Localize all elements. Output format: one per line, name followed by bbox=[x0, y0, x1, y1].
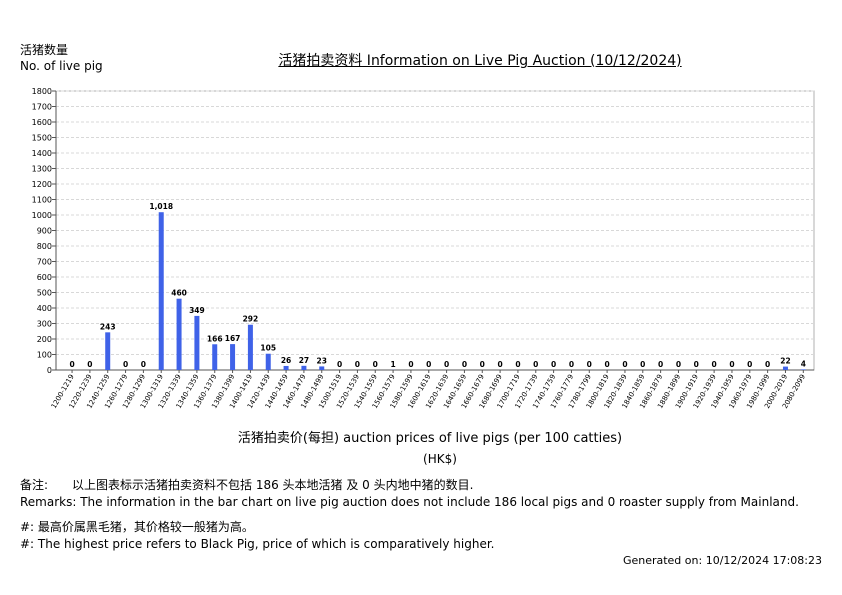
y-tick-label: 800 bbox=[37, 242, 52, 251]
bar-value-label: 0 bbox=[533, 360, 538, 369]
bar-chart: 0100200300400500600700800900100011001200… bbox=[32, 87, 815, 410]
bar bbox=[800, 369, 806, 370]
bar-value-label: 0 bbox=[765, 360, 770, 369]
y-tick-label: 1800 bbox=[32, 87, 52, 96]
y-tick-label: 300 bbox=[37, 320, 52, 329]
bar-value-label: 0 bbox=[676, 360, 681, 369]
bar-value-label: 292 bbox=[243, 315, 259, 324]
y-tick-label: 1600 bbox=[32, 118, 52, 127]
chart-title: 活猪拍卖资料 Information on Live Pig Auction (… bbox=[278, 53, 682, 69]
bar-value-label: 26 bbox=[281, 356, 291, 365]
bar-value-label: 0 bbox=[747, 360, 752, 369]
plot-area bbox=[55, 90, 815, 371]
bar-value-label: 0 bbox=[480, 360, 485, 369]
remark-en: Remarks: The information in the bar char… bbox=[20, 495, 799, 509]
bar bbox=[301, 365, 307, 370]
bar-value-label: 243 bbox=[100, 322, 116, 331]
highest-price-note-cn: #: 最高价属黑毛猪，其价格较一般猪为高。 bbox=[20, 520, 254, 534]
bar bbox=[283, 365, 289, 370]
y-axis-unit-label: 活猪数量 No. of live pig bbox=[20, 42, 103, 74]
bar bbox=[230, 344, 236, 370]
bar-value-label: 27 bbox=[299, 356, 309, 365]
y-tick-label: 100 bbox=[37, 351, 52, 360]
y-tick-label: 1100 bbox=[32, 196, 52, 205]
bar bbox=[105, 332, 111, 370]
bar bbox=[212, 344, 218, 370]
bar bbox=[176, 298, 182, 370]
y-tick-label: 1400 bbox=[32, 149, 52, 158]
bar-value-label: 0 bbox=[87, 360, 92, 369]
bar-value-label: 0 bbox=[729, 360, 734, 369]
bar-value-label: 0 bbox=[712, 360, 717, 369]
bar-value-label: 0 bbox=[444, 360, 449, 369]
y-tick-label: 0 bbox=[47, 366, 52, 375]
bar bbox=[782, 366, 788, 370]
generated-timestamp: Generated on: 10/12/2024 17:08:23 bbox=[622, 554, 822, 567]
bar bbox=[158, 212, 164, 370]
remark-cn: 备注: 以上图表标示活猪拍卖资料不包括 186 头本地活猪 及 0 头内地中猪的数… bbox=[20, 477, 820, 494]
bar-value-label: 0 bbox=[640, 360, 645, 369]
bar-value-label: 460 bbox=[171, 289, 187, 298]
bar-value-label: 4 bbox=[801, 359, 806, 368]
y-axis-unit-cn: 活猪数量 bbox=[20, 43, 69, 57]
bar-value-label: 0 bbox=[569, 360, 574, 369]
bar-value-label: 105 bbox=[260, 344, 276, 353]
bar-value-label: 23 bbox=[317, 356, 327, 365]
bar-value-label: 166 bbox=[207, 334, 223, 343]
y-tick-label: 1000 bbox=[32, 211, 52, 220]
bar-value-label: 0 bbox=[123, 360, 128, 369]
bar-value-label: 0 bbox=[587, 360, 592, 369]
bar-value-label: 0 bbox=[141, 360, 146, 369]
bar-value-label: 0 bbox=[408, 360, 413, 369]
bar-value-label: 0 bbox=[462, 360, 467, 369]
bar-value-label: 0 bbox=[622, 360, 627, 369]
y-tick-label: 200 bbox=[37, 335, 52, 344]
bar-value-label: 0 bbox=[337, 360, 342, 369]
bar-value-label: 167 bbox=[225, 334, 241, 343]
remark-cn-label: 备注: bbox=[20, 478, 49, 492]
bar bbox=[194, 315, 200, 370]
y-tick-label: 1500 bbox=[32, 134, 52, 143]
bar-value-label: 349 bbox=[189, 306, 205, 315]
bar-value-label: 0 bbox=[426, 360, 431, 369]
highest-price-note-en: #: The highest price refers to Black Pig… bbox=[20, 537, 495, 551]
y-tick-label: 1300 bbox=[32, 165, 52, 174]
y-tick-label: 1700 bbox=[32, 103, 52, 112]
bar-value-label: 1,018 bbox=[149, 202, 173, 211]
y-tick-label: 700 bbox=[37, 258, 52, 267]
bar-value-label: 0 bbox=[694, 360, 699, 369]
x-axis-label: 活猪拍卖价(每担) auction prices of live pigs (p… bbox=[237, 431, 623, 446]
bar-value-label: 0 bbox=[658, 360, 663, 369]
remark-cn-text: 以上图表标示活猪拍卖资料不包括 186 头本地活猪 及 0 头内地中猪的数目. bbox=[72, 478, 474, 492]
y-tick-label: 500 bbox=[37, 289, 52, 298]
bar-value-label: 1 bbox=[390, 360, 395, 369]
y-axis-unit-en: No. of live pig bbox=[20, 59, 103, 73]
bar-value-label: 0 bbox=[497, 360, 502, 369]
y-tick-label: 1200 bbox=[32, 180, 52, 189]
bar-value-label: 0 bbox=[605, 360, 610, 369]
bar bbox=[247, 324, 253, 370]
bar-value-label: 22 bbox=[780, 357, 790, 366]
bar-value-label: 0 bbox=[373, 360, 378, 369]
bar-value-label: 0 bbox=[69, 360, 74, 369]
x-axis-unit: (HK$) bbox=[423, 452, 457, 466]
y-tick-label: 900 bbox=[37, 227, 52, 236]
bar-value-label: 0 bbox=[515, 360, 520, 369]
y-tick-label: 600 bbox=[37, 273, 52, 282]
bar-value-label: 0 bbox=[355, 360, 360, 369]
y-tick-label: 400 bbox=[37, 304, 52, 313]
bar-value-label: 0 bbox=[551, 360, 556, 369]
notes-section: 备注: 以上图表标示活猪拍卖资料不包括 186 头本地活猪 及 0 头内地中猪的数… bbox=[20, 477, 820, 553]
bar bbox=[265, 353, 271, 370]
bar bbox=[319, 366, 325, 370]
